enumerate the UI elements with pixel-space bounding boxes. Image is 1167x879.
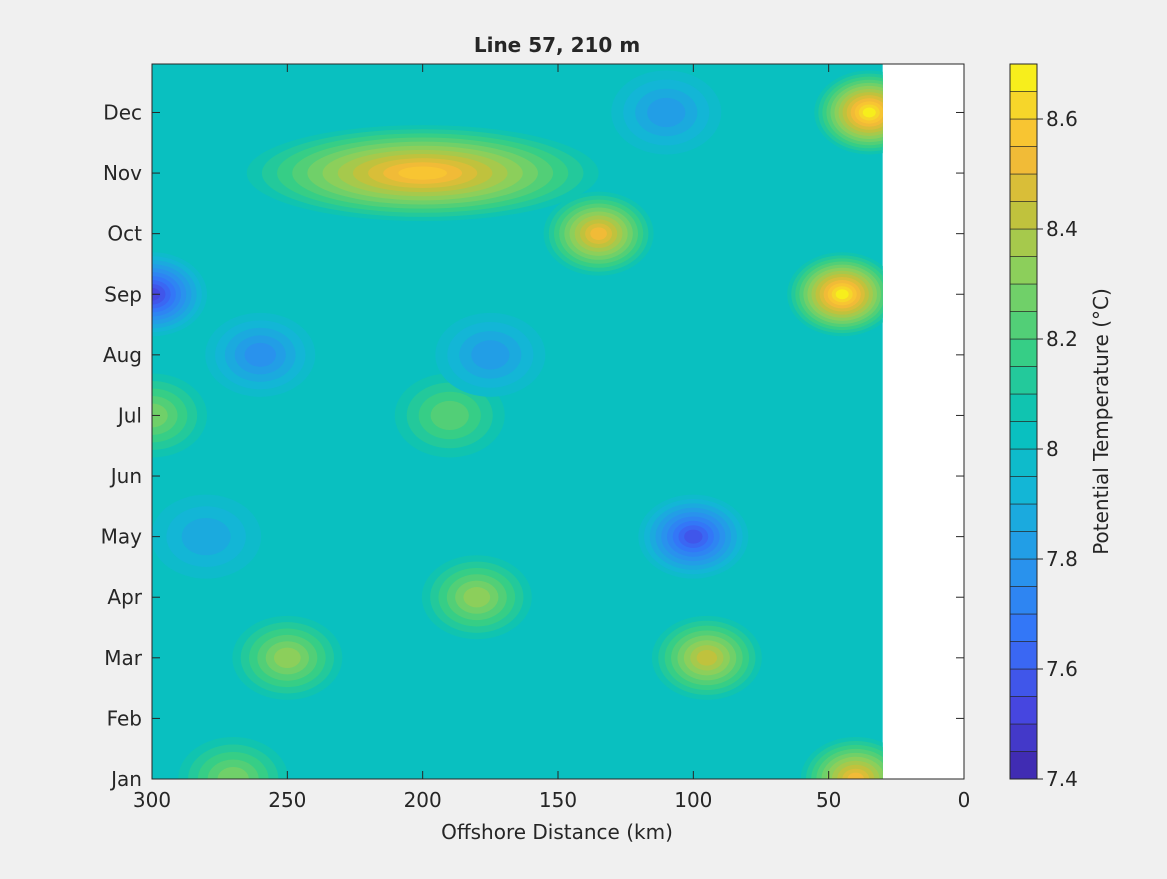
colorbar-segment: [1009, 366, 1038, 395]
y-tick-label: May: [101, 525, 143, 549]
contour-level: [398, 166, 447, 180]
colorbar-tick-label: 8.2: [1046, 327, 1078, 351]
contour-feature: [178, 737, 289, 779]
contour-feature: [205, 312, 316, 397]
contour-feature: [435, 312, 546, 397]
contour-level: [862, 107, 876, 118]
contour-feature: [543, 191, 654, 276]
contour-level: [217, 767, 249, 779]
colorbar-segment: [1009, 63, 1038, 92]
colorbar: 7.4 7.6 7.8 8 8.2 8.4 8.6: [1009, 63, 1078, 791]
colorbar-segment: [1009, 586, 1038, 615]
contour-level: [244, 342, 276, 367]
x-tick-label: 200: [404, 788, 442, 812]
contour-level: [430, 400, 469, 431]
contour-feature: [638, 494, 749, 579]
colorbar-segment: [1009, 118, 1038, 147]
colorbar-segment: [1009, 421, 1038, 450]
y-tick-label: Jun: [109, 464, 142, 488]
colorbar-segment: [1009, 201, 1038, 230]
x-tick-label: 50: [816, 788, 841, 812]
y-tick-label: Sep: [104, 282, 142, 306]
contour-level: [696, 649, 718, 666]
y-tick-label: Aug: [103, 343, 142, 367]
y-tick-label: Oct: [107, 222, 142, 246]
colorbar-segment: [1009, 448, 1038, 477]
contour-level: [684, 529, 703, 544]
contour-level: [274, 647, 301, 668]
y-tick-label: Feb: [107, 706, 142, 730]
colorbar-segment: [1009, 91, 1038, 120]
y-tick-label: Jan: [109, 767, 142, 791]
colorbar-segment: [1009, 476, 1038, 505]
y-tick-label: Jul: [116, 403, 142, 427]
x-tick-label: 300: [133, 788, 171, 812]
colorbar-segment: [1009, 531, 1038, 560]
contour-level: [835, 289, 849, 300]
colorbar-segment: [1009, 641, 1038, 670]
chart-title: Line 57, 210 m: [474, 33, 640, 57]
contour-feature: [611, 70, 722, 155]
colorbar-segment: [1009, 228, 1038, 257]
colorbar-segment: [1009, 173, 1038, 202]
colorbar-frame: [1009, 63, 1038, 780]
colorbar-segment: [1009, 668, 1038, 697]
colorbar-segment: [1009, 613, 1038, 642]
colorbar-segment: [1009, 503, 1038, 532]
contour-level: [647, 97, 686, 128]
colorbar-segment: [1009, 558, 1038, 587]
colorbar-tick-label: 8: [1046, 437, 1059, 461]
x-tick-label: 100: [674, 788, 712, 812]
contour-feature: [800, 737, 883, 779]
contour-feature: [152, 373, 207, 458]
colorbar-segment: [1009, 393, 1038, 422]
contour-level: [847, 772, 865, 779]
colorbar-tick-label: 8.6: [1046, 107, 1078, 131]
contour-feature: [787, 252, 883, 337]
contour-feature: [651, 615, 762, 700]
colorbar-tick-label: 7.4: [1046, 767, 1078, 791]
contour-level: [181, 517, 231, 556]
x-axis-label: Offshore Distance (km): [441, 820, 673, 844]
x-tick-label: 250: [268, 788, 306, 812]
x-tick-label: 150: [539, 788, 577, 812]
y-tick-label: Mar: [104, 646, 143, 670]
colorbar-segment: [1009, 723, 1038, 752]
y-tick-label: Nov: [103, 161, 142, 185]
contour-feature: [152, 494, 262, 579]
colorbar-segment: [1009, 338, 1038, 367]
colorbar-segment: [1009, 751, 1038, 780]
contour-field: [152, 64, 883, 779]
colorbar-label: Potential Temperature (°C): [1089, 288, 1113, 555]
x-tick-label: 0: [958, 788, 971, 812]
colorbar-tick-label: 8.4: [1046, 217, 1078, 241]
colorbar-segment: [1009, 311, 1038, 340]
colorbar-segment: [1009, 256, 1038, 285]
colorbar-segment: [1009, 696, 1038, 725]
axes: 300 250 200 150 100 50 0 Jan Feb Mar Apr May Jun Jul A…: [101, 64, 971, 812]
contour-level: [463, 587, 491, 608]
colorbar-segment: [1009, 283, 1038, 312]
colorbar-segment: [1009, 146, 1038, 175]
contour-feature: [421, 555, 532, 640]
colorbar-tick-label: 7.8: [1046, 547, 1078, 571]
y-tick-label: Apr: [107, 585, 142, 609]
contour-feature: [814, 70, 883, 155]
y-tick-label: Dec: [103, 100, 142, 124]
colorbar-tick-label: 7.6: [1046, 657, 1078, 681]
contour-level: [590, 227, 607, 241]
contour-level: [471, 340, 510, 370]
contour-feature: [232, 615, 343, 700]
contour-feature: [246, 125, 599, 222]
